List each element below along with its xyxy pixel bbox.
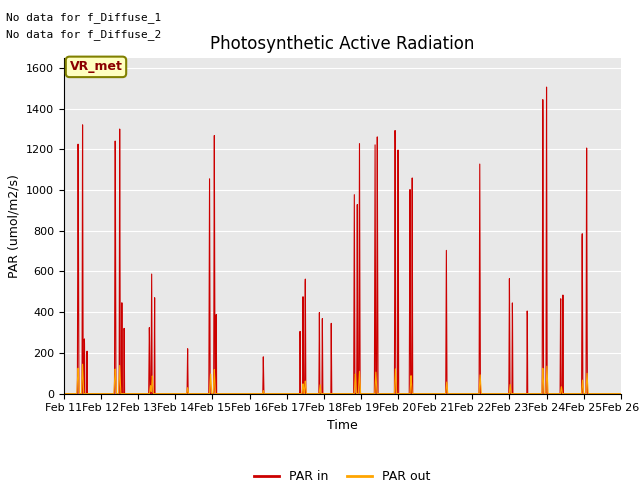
PAR out bbox=[79, 361, 86, 367]
PAR out bbox=[616, 391, 624, 396]
PAR in bbox=[467, 391, 475, 396]
Text: VR_met: VR_met bbox=[70, 60, 122, 73]
Legend: PAR in, PAR out: PAR in, PAR out bbox=[249, 465, 436, 480]
X-axis label: Time: Time bbox=[327, 419, 358, 432]
Text: No data for f_Diffuse_2: No data for f_Diffuse_2 bbox=[6, 29, 162, 40]
Text: No data for f_Diffuse_1: No data for f_Diffuse_1 bbox=[6, 12, 162, 23]
PAR out bbox=[467, 391, 475, 396]
PAR in bbox=[436, 391, 444, 396]
PAR in bbox=[543, 84, 550, 90]
PAR in bbox=[499, 391, 506, 396]
PAR out bbox=[617, 391, 625, 396]
PAR in bbox=[60, 391, 68, 396]
PAR in bbox=[322, 391, 330, 396]
Y-axis label: PAR (umol/m2/s): PAR (umol/m2/s) bbox=[8, 174, 20, 277]
PAR in bbox=[617, 391, 625, 396]
PAR out bbox=[436, 391, 444, 396]
PAR out bbox=[60, 391, 68, 396]
PAR in bbox=[160, 391, 168, 396]
PAR out bbox=[322, 391, 330, 396]
PAR out bbox=[499, 391, 507, 396]
Title: Photosynthetic Active Radiation: Photosynthetic Active Radiation bbox=[210, 35, 475, 53]
Line: PAR in: PAR in bbox=[64, 87, 621, 394]
PAR out bbox=[161, 391, 168, 396]
Line: PAR out: PAR out bbox=[64, 364, 621, 394]
PAR in bbox=[616, 391, 624, 396]
